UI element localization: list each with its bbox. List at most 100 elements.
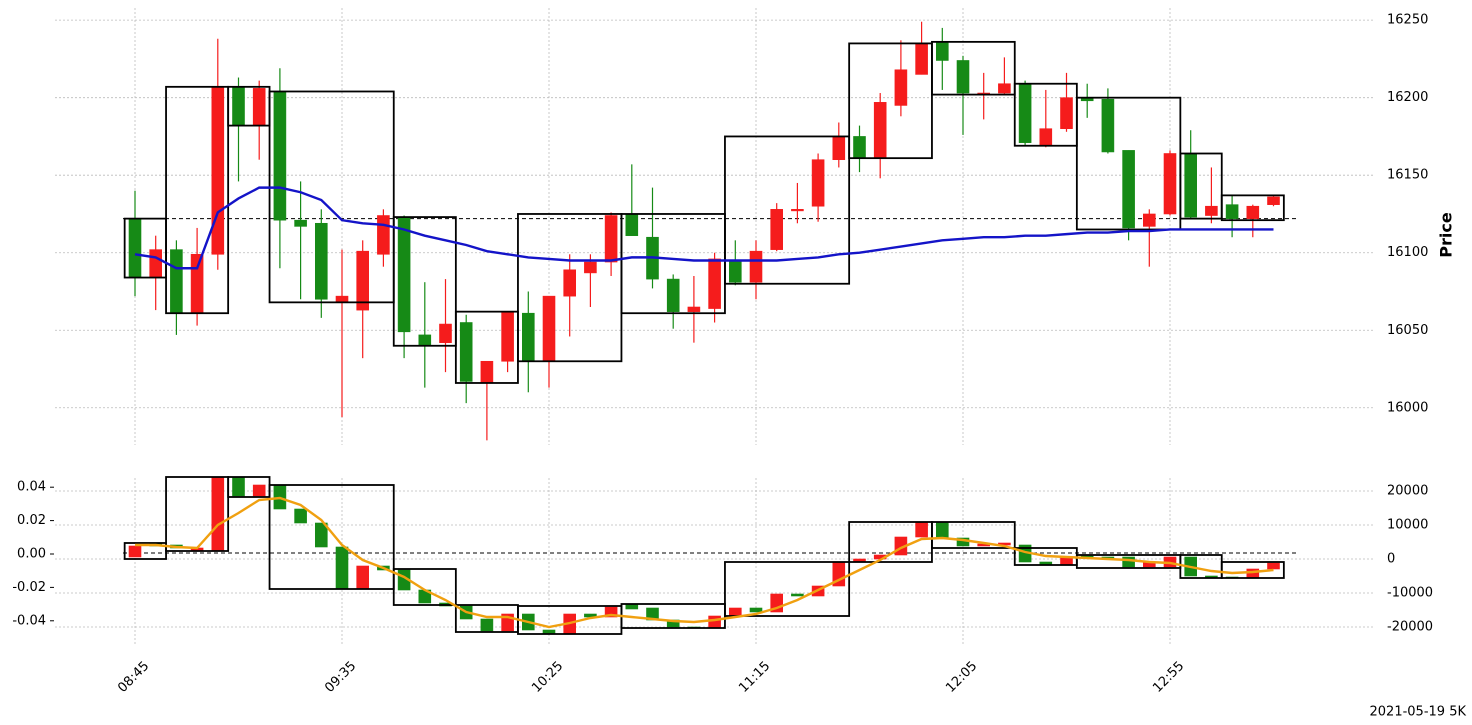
candle-body [998, 83, 1011, 94]
candle-body [770, 209, 784, 250]
box [724, 135, 851, 285]
candle-body [459, 322, 473, 382]
candle-body [356, 250, 370, 311]
candle-body [211, 86, 225, 255]
candle-body [128, 545, 142, 558]
candle-body [1163, 153, 1177, 215]
candle-body [728, 260, 742, 283]
y-axis-label: Price [1437, 212, 1456, 258]
candle-body [335, 295, 349, 303]
box [268, 484, 395, 590]
candle-body [728, 607, 742, 617]
candle-body [1122, 150, 1135, 229]
candle-body [749, 607, 763, 613]
candle-body [1122, 556, 1135, 568]
candle-body [935, 521, 949, 539]
x-tick-label: 09:35 [322, 659, 359, 696]
candle-body [232, 86, 245, 126]
candle-body [501, 311, 514, 362]
candle-body [1143, 213, 1156, 227]
candle-body [1184, 153, 1197, 218]
candle-body [1018, 83, 1032, 143]
candle-body [397, 216, 411, 333]
box [931, 521, 1016, 549]
box [392, 216, 457, 347]
box [848, 42, 933, 160]
y2-tick-label: 0 [1387, 552, 1395, 567]
x-tick-label: 10:25 [529, 659, 566, 696]
candle-body [666, 278, 680, 312]
candle-body [915, 43, 928, 75]
candle-body [252, 88, 266, 126]
y2-tick-label: -20000 [1387, 620, 1433, 635]
y2-tick-label: -10000 [1387, 586, 1433, 601]
candle-body [273, 91, 287, 221]
candle-body [1267, 196, 1280, 205]
footer: 2021-05-19 5K [1370, 705, 1467, 720]
y-tick-label: 0.04 [17, 480, 46, 495]
y-tick-label: 16100 [1387, 245, 1428, 260]
moving-average-line [135, 496, 1274, 629]
candle-body [1246, 205, 1260, 219]
y-tick-label: -0.04 [12, 613, 46, 628]
candle-body [811, 159, 825, 207]
candle-body [356, 565, 370, 590]
candle-body [832, 136, 846, 161]
box [931, 40, 1016, 96]
y-tick-label: 0.00 [17, 546, 46, 561]
candle-body [1267, 562, 1280, 570]
x-tick-label: 12:05 [943, 659, 980, 696]
candle-body [1060, 97, 1073, 129]
candle-body [314, 522, 328, 548]
candle-body [190, 253, 204, 314]
box [268, 90, 395, 304]
box [165, 85, 230, 315]
candle-body [604, 215, 618, 263]
candle-body [1246, 568, 1260, 579]
candle-body [252, 484, 266, 497]
box [724, 561, 851, 617]
candle-body [314, 222, 328, 300]
candle-body [377, 215, 390, 255]
candle-body [894, 69, 908, 106]
candle-body [149, 249, 162, 278]
candle-body [294, 219, 307, 227]
candle-body [418, 334, 432, 347]
y-tick-label: 16150 [1387, 168, 1428, 183]
candle-body [708, 615, 721, 629]
candle-body [873, 102, 887, 159]
x-tick-label: 08:45 [115, 659, 152, 696]
y2-tick-label: 20000 [1387, 483, 1428, 498]
candle-body [791, 593, 804, 597]
candle-body [563, 269, 577, 297]
candle-body [708, 258, 721, 309]
candle-body [749, 250, 763, 283]
candle-body [439, 323, 452, 343]
candle-body [232, 476, 245, 497]
y-tick-label: 0.02 [17, 513, 46, 528]
y-tick-label: 16050 [1387, 323, 1428, 338]
box [165, 476, 230, 552]
candle-body [604, 606, 618, 618]
box [1179, 152, 1223, 220]
moving-average-line [134, 186, 1274, 270]
candle-body [584, 261, 597, 274]
candle-body [687, 306, 701, 312]
x-tick-label: 12:55 [1150, 659, 1187, 696]
candle-body [915, 521, 928, 538]
x-tick-label: 11:15 [736, 659, 773, 696]
candle-body [1101, 98, 1115, 153]
y-tick-label: 16000 [1387, 400, 1428, 415]
y-tick-label: 16250 [1387, 13, 1428, 28]
box [392, 568, 457, 606]
candle-body [521, 312, 535, 362]
candle-body [791, 209, 804, 212]
candle-body [1225, 204, 1239, 219]
candle-body [480, 360, 494, 384]
candle-body [480, 618, 494, 632]
candle-body [956, 60, 970, 94]
box [1220, 194, 1285, 222]
candle-body [853, 136, 866, 159]
candle-body [128, 218, 142, 278]
